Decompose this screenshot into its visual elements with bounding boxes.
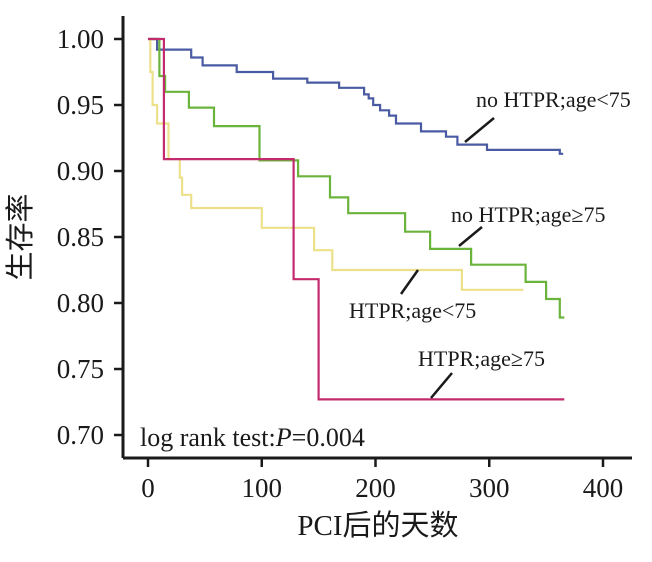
series-line-htpr-age-lt-75 xyxy=(148,37,524,291)
series-label-no-htpr-age-lt-75: no HTPR;age<75 xyxy=(476,87,631,112)
series-line-no-htpr-age-lt-75 xyxy=(148,37,564,155)
series-line-htpr-age-ge-75 xyxy=(148,37,565,401)
y-tick-label: 0.75 xyxy=(57,354,104,384)
y-tick-label: 0.95 xyxy=(57,90,104,120)
series-label-htpr-age-lt-75: HTPR;age<75 xyxy=(349,298,476,323)
y-axis-title: 生存率 xyxy=(4,193,37,280)
x-tick-label: 300 xyxy=(469,473,510,503)
annotation-p-variable: P xyxy=(275,423,292,452)
series-line-no-htpr-age-ge-75 xyxy=(148,37,565,319)
annotation-prefix: log rank test: xyxy=(140,423,276,452)
x-axis-title: PCI后的天数 xyxy=(297,509,458,542)
leader-line-no-htpr-age-lt-75 xyxy=(464,117,495,143)
x-tick-label: 100 xyxy=(242,473,283,503)
series-layer xyxy=(148,37,565,401)
leader-line-no-htpr-age-ge-75 xyxy=(458,226,483,247)
log-rank-annotation: log rank test:P=0.004 xyxy=(140,423,365,452)
x-tick-label: 200 xyxy=(355,473,396,503)
series-label-htpr-age-ge-75: HTPR;age≥75 xyxy=(418,346,545,371)
x-tick-label: 400 xyxy=(583,473,624,503)
y-tick-label: 0.85 xyxy=(57,222,104,252)
leader-line-htpr-age-ge-75 xyxy=(430,372,453,399)
leader-lines xyxy=(399,117,495,399)
y-tick-label: 0.80 xyxy=(57,288,104,318)
annotation-p-value: =0.004 xyxy=(292,423,365,452)
y-tick-label: 0.70 xyxy=(57,420,104,450)
y-tick-label: 1.00 xyxy=(57,24,104,54)
series-label-no-htpr-age-ge-75: no HTPR;age≥75 xyxy=(451,202,605,227)
tick-layer: 0 100 200 300 400 1.00 0.95 0.90 0.85 0.80 0.75 0.7… xyxy=(57,24,624,503)
x-tick-label: 0 xyxy=(141,473,155,503)
y-tick-label: 0.90 xyxy=(57,156,104,186)
leader-line-htpr-age-lt-75 xyxy=(399,269,420,295)
